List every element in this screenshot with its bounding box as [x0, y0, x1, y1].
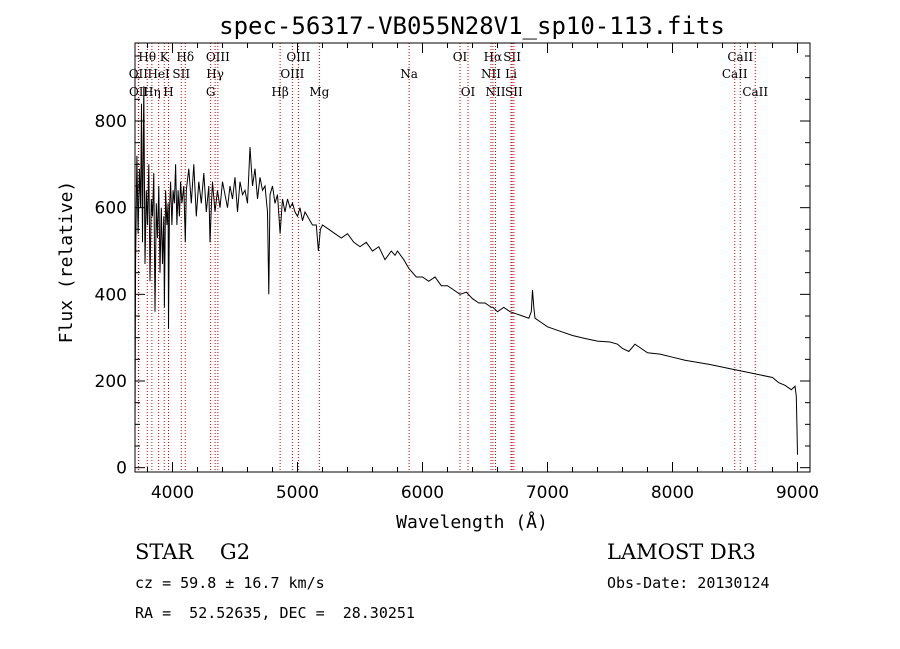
marker-label: Hβ — [271, 85, 288, 99]
marker-label: G — [206, 85, 216, 99]
axis-ticks: 4000 5000 6000 7000 8000 9000 0 200 400 600 800 — [95, 43, 819, 503]
marker-label: OI — [453, 50, 468, 64]
x-tick-label: 4000 — [151, 483, 194, 503]
marker-label: SII — [505, 85, 523, 99]
marker-label: Hη — [143, 85, 161, 99]
marker-label: Na — [400, 67, 418, 81]
redshift-velocity: cz = 59.8 ± 16.7 km/s — [135, 574, 325, 592]
marker-label: OI — [461, 85, 476, 99]
marker-label: Hθ — [138, 50, 156, 64]
marker-label: Hδ — [176, 50, 194, 64]
x-tick-label: 9000 — [776, 483, 819, 503]
x-tick-label: 6000 — [401, 483, 444, 503]
marker-label: OIII — [280, 67, 304, 81]
y-tick-label: 800 — [95, 112, 127, 132]
y-tick-label: 400 — [95, 285, 127, 305]
marker-label: CaII — [727, 50, 753, 64]
marker-label: SII — [503, 50, 521, 64]
x-tick-label: 8000 — [651, 483, 694, 503]
marker-label: Mg — [309, 85, 329, 99]
coordinates: RA = 52.52635, DEC = 28.30251 — [135, 604, 415, 622]
survey-name: LAMOST DR3 — [607, 540, 756, 564]
y-tick-label: 200 — [95, 372, 127, 392]
marker-label: OIII — [206, 50, 230, 64]
marker-label: Hγ — [206, 67, 224, 81]
observation-date: Obs-Date: 20130124 — [607, 574, 770, 592]
y-tick-label: 0 — [116, 459, 127, 479]
marker-label: CaII — [742, 85, 768, 99]
x-tick-label: 7000 — [526, 483, 569, 503]
spectrum-line — [134, 86, 798, 455]
marker-label: Hα — [484, 50, 503, 64]
plot-frame — [134, 42, 811, 473]
marker-label: HeI — [147, 67, 170, 81]
chart-title: spec-56317-VB055N28V1_sp10-113.fits — [219, 12, 725, 40]
marker-label: H — [163, 85, 173, 99]
object-class: STAR G2 — [135, 540, 251, 564]
marker-label: NII — [486, 85, 506, 99]
marker-label: K — [160, 50, 170, 64]
y-axis-label: Flux (relative) — [56, 181, 77, 344]
x-axis-label: Wavelength (Å) — [396, 511, 548, 533]
marker-label: OIII — [286, 50, 310, 64]
marker-label: NII — [481, 67, 501, 81]
marker-label: SII — [172, 67, 190, 81]
x-tick-label: 5000 — [276, 483, 319, 503]
marker-label: Li — [505, 67, 517, 81]
marker-label: CaII — [722, 67, 748, 81]
y-tick-label: 600 — [95, 199, 127, 219]
